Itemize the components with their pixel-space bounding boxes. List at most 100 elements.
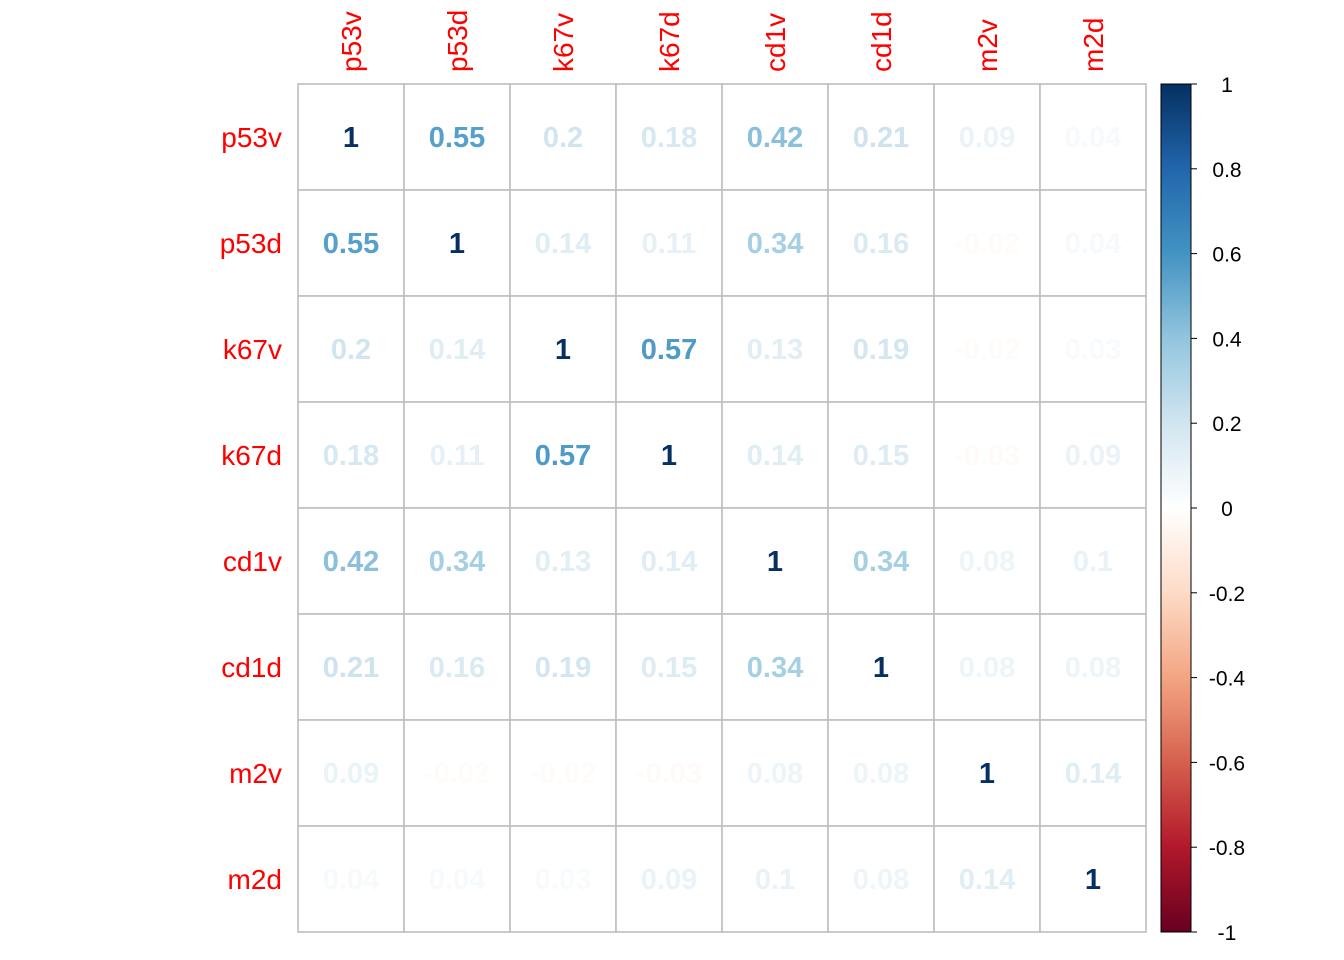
cell-value: -0.03 — [636, 758, 702, 790]
column-label: cd1d — [866, 11, 897, 72]
column-label: m2v — [972, 19, 1003, 72]
row-label: m2v — [229, 758, 282, 789]
cell-value: 0.1 — [755, 864, 795, 896]
matrix-cell — [933, 401, 1041, 509]
matrix-cell — [509, 401, 617, 509]
matrix-cell — [827, 189, 935, 297]
cell-value: 0.34 — [747, 228, 803, 260]
cell-value: -0.02 — [424, 758, 490, 790]
matrix-cell — [403, 295, 511, 403]
matrix-cell — [721, 825, 829, 933]
cell-value: 0.04 — [1065, 122, 1121, 154]
cell-value: 0.03 — [535, 864, 591, 896]
cell-value: 0.13 — [535, 546, 591, 578]
cell-value: 0.2 — [331, 334, 371, 366]
matrix-cell — [827, 507, 935, 615]
cell-value: 0.14 — [429, 334, 485, 366]
row-label: k67v — [223, 334, 282, 365]
matrix-cell — [403, 83, 511, 191]
cell-value: -0.02 — [530, 758, 596, 790]
matrix-cell — [297, 719, 405, 827]
matrix-cell — [721, 507, 829, 615]
cell-value: 0.09 — [641, 864, 697, 896]
legend-tick-label: -0.4 — [1209, 668, 1246, 691]
matrix-cell — [933, 295, 1041, 403]
cell-value: 0.1 — [1073, 546, 1113, 578]
legend-tick-label: 0.4 — [1212, 328, 1242, 351]
matrix-cell — [721, 401, 829, 509]
legend-tick-label: 0.2 — [1212, 413, 1241, 436]
matrix-cell — [403, 719, 511, 827]
legend-tick-label: -0.6 — [1209, 752, 1245, 775]
column-label: k67d — [654, 11, 685, 72]
row-label: p53d — [220, 228, 282, 259]
cell-value: -0.03 — [954, 440, 1020, 472]
cell-value: 1 — [343, 122, 359, 154]
row-label: m2d — [228, 864, 282, 895]
matrix-cell — [297, 295, 405, 403]
cell-value: 0.08 — [853, 864, 909, 896]
matrix-cell — [933, 719, 1041, 827]
cell-value: 0.55 — [323, 228, 379, 260]
cell-value: 0.34 — [429, 546, 485, 578]
cell-value: 1 — [661, 440, 677, 472]
cell-value: 0.14 — [535, 228, 591, 260]
cell-value: 0.08 — [853, 758, 909, 790]
matrix-cell — [403, 189, 511, 297]
cell-value: 0.04 — [429, 864, 485, 896]
row-labels: p53v p53d k67v k67d cd1v cd1d m2v m2d — [220, 122, 282, 895]
cell-value: 1 — [873, 652, 889, 684]
row-label: k67d — [221, 440, 282, 471]
matrix-cell — [509, 613, 617, 721]
legend-tick-label: 0.6 — [1212, 244, 1241, 267]
cell-value: 0.42 — [323, 546, 379, 578]
cell-value: 0.34 — [747, 652, 803, 684]
cell-value: 0.16 — [853, 228, 909, 260]
cell-value: 0.18 — [641, 122, 697, 154]
matrix-cell — [1039, 507, 1147, 615]
cell-value: 0.21 — [323, 652, 379, 684]
cell-value: 0.14 — [747, 440, 803, 472]
cell-value: 0.08 — [959, 652, 1015, 684]
cell-value: 1 — [555, 334, 571, 366]
matrix-cell — [721, 613, 829, 721]
matrix-cell — [1039, 613, 1147, 721]
matrix-cell — [615, 295, 723, 403]
cell-value: 0.09 — [323, 758, 379, 790]
cell-value: 0.08 — [747, 758, 803, 790]
matrix-cell — [509, 295, 617, 403]
matrix-cell — [615, 507, 723, 615]
matrix-cell — [297, 401, 405, 509]
column-label: p53v — [336, 11, 367, 72]
cell-value: 0.15 — [641, 652, 697, 684]
cell-value: 0.11 — [430, 440, 485, 472]
cell-value: -0.02 — [954, 228, 1020, 260]
cell-value: 1 — [449, 228, 465, 260]
matrix-cell — [827, 825, 935, 933]
matrix-cell — [827, 613, 935, 721]
matrix-cell — [827, 83, 935, 191]
cell-value: 0.42 — [747, 122, 803, 154]
legend-tick-label: 0.8 — [1212, 159, 1241, 182]
cell-value: 0.11 — [642, 228, 697, 260]
cell-value: 0.03 — [1065, 334, 1121, 366]
cell-value: 0.14 — [1065, 758, 1121, 790]
matrix-cell — [721, 295, 829, 403]
cell-value: 0.13 — [747, 334, 803, 366]
legend-tick-label: -0.2 — [1209, 583, 1245, 606]
matrix-cell — [403, 613, 511, 721]
column-label: cd1v — [760, 13, 791, 72]
matrix-cell — [403, 825, 511, 933]
legend-tick-label: -0.8 — [1209, 837, 1245, 860]
column-label: m2d — [1078, 18, 1109, 72]
cell-value: 1 — [979, 758, 995, 790]
matrix-cell — [1039, 719, 1147, 827]
cell-value: 0.14 — [641, 546, 697, 578]
matrix-cell — [509, 83, 617, 191]
matrix-cell — [297, 83, 405, 191]
matrix-cell — [297, 825, 405, 933]
column-label: p53d — [442, 10, 473, 72]
row-label: cd1d — [221, 652, 282, 683]
matrix-cell — [509, 719, 617, 827]
